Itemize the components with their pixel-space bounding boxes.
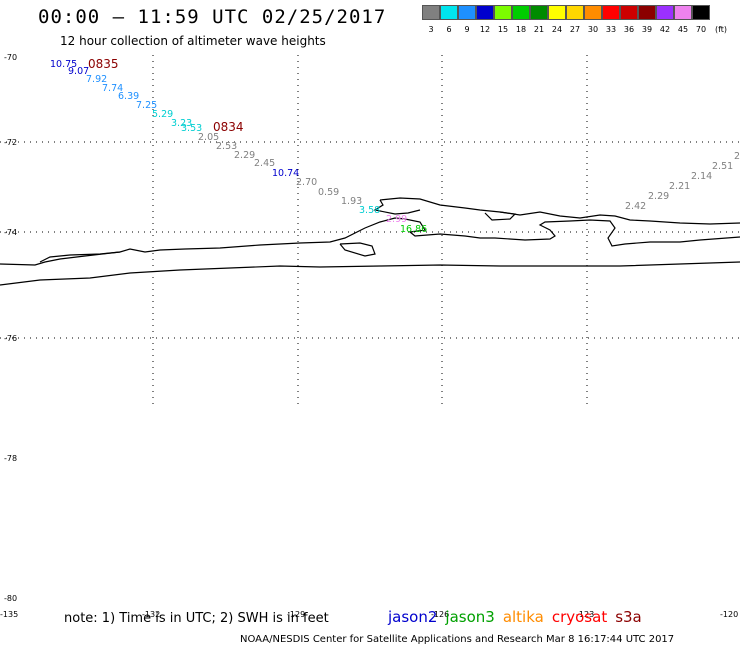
wave-height-label: 2.29 <box>648 191 669 202</box>
color-scale-label: 45 <box>677 25 689 34</box>
wave-height-label: 2 <box>734 151 740 162</box>
coastline-west <box>39 251 121 263</box>
wave-height-label: 10.75 <box>50 59 77 70</box>
color-scale-label: 42 <box>659 25 671 34</box>
lat-label: -80 <box>4 594 17 603</box>
color-scale-swatch <box>548 5 566 20</box>
lon-label: -135 <box>0 610 18 619</box>
color-scale-swatch <box>620 5 638 20</box>
lon-label: -129 <box>287 610 305 619</box>
antarctic-coastline <box>0 197 740 286</box>
wave-height-label: 7.92 <box>86 74 107 85</box>
wave-height-label: 2.14 <box>691 171 712 182</box>
color-scale-label: 6 <box>446 25 452 34</box>
color-scale-swatch <box>638 5 656 20</box>
graticule <box>0 55 740 405</box>
wave-height-label: 9.07 <box>68 66 89 77</box>
color-scale-label: 15 <box>497 25 509 34</box>
wave-height-label: 6.39 <box>118 91 139 102</box>
lon-label: -126 <box>431 610 449 619</box>
credit-line: NOAA/NESDIS Center for Satellite Applica… <box>240 634 675 645</box>
pass-time-label: 0834 <box>213 120 244 134</box>
longitude-labels: -135 -132 -129 -126 -123 -120 <box>0 610 738 619</box>
lon-label: -132 <box>142 610 160 619</box>
latitude-labels: -70 -72 -74 -76 -78 -80 <box>4 53 17 603</box>
wave-height-label: 2.53 <box>216 141 237 152</box>
color-scale-swatch <box>584 5 602 20</box>
coastline-ice <box>484 211 517 221</box>
color-scale-label: 30 <box>587 25 599 34</box>
color-scale-swatch <box>422 5 440 20</box>
map-title: 00:00 — 11:59 UTC 02/25/2017 <box>38 6 387 28</box>
color-scale-unit: (ft) <box>715 25 728 34</box>
color-scale-swatch <box>656 5 674 20</box>
coastline-north <box>379 197 740 225</box>
wave-height-label: 10.74 <box>272 168 299 179</box>
color-scale-label: 36 <box>623 25 635 34</box>
color-scale-label: 9 <box>464 25 470 34</box>
color-scale-label: 21 <box>533 25 545 34</box>
color-scale-swatch <box>602 5 620 20</box>
map-subtitle: 12 hour collection of altimeter wave hei… <box>60 34 326 48</box>
wave-height-observations: 10.759.077.927.746.397.255.293.233.532.0… <box>50 59 740 235</box>
lat-label: -72 <box>4 138 17 147</box>
legend-entry: jason3 <box>445 608 495 626</box>
wave-height-label: 3.58 <box>359 205 380 216</box>
pass-times: 0835 0834 <box>88 57 244 134</box>
color-scale-label: 12 <box>479 25 491 34</box>
lat-label: -78 <box>4 454 17 463</box>
wave-height-label: 7.74 <box>102 83 123 94</box>
lat-label: -70 <box>4 53 17 62</box>
wave-height-label: 2.70 <box>296 177 317 188</box>
color-scale-label: 70 <box>695 25 707 34</box>
color-scale-label: 18 <box>515 25 527 34</box>
color-scale-label: 3 <box>428 25 434 34</box>
lat-label: -76 <box>4 334 17 343</box>
pass-time-label: 0835 <box>88 57 119 71</box>
color-scale-swatch <box>512 5 530 20</box>
legend-entry: altika <box>502 608 544 626</box>
color-scale-swatch <box>692 5 710 20</box>
wave-height-label: 5.29 <box>152 109 173 120</box>
coastline-inner <box>0 217 740 266</box>
wave-height-label: 2.45 <box>254 158 275 169</box>
wave-height-label: 7.25 <box>136 100 157 111</box>
wave-height-label: 2.05 <box>198 132 219 143</box>
color-scale-swatch <box>530 5 548 20</box>
legend-entry: cryosat <box>551 608 608 626</box>
wave-height-label: 1.93 <box>341 196 362 207</box>
color-scale-label: 39 <box>641 25 653 34</box>
color-scale-swatch <box>674 5 692 20</box>
wave-height-label: 2.29 <box>234 150 255 161</box>
color-scale-label: 24 <box>551 25 563 34</box>
color-scale-label: 27 <box>569 25 581 34</box>
color-scale-swatch <box>476 5 494 20</box>
wave-height-label: 2.99 <box>386 214 407 225</box>
wave-height-label: 2.42 <box>625 201 646 212</box>
lon-label: -123 <box>576 610 594 619</box>
color-scale-swatch <box>566 5 584 20</box>
lat-label: -74 <box>4 228 17 237</box>
units-note: note: 1) Time is in UTC; 2) SWH is in fe… <box>64 611 329 626</box>
satellite-legend: jason2 jason3 altika cryosat s3a <box>388 608 650 626</box>
coastline-outer <box>0 261 740 286</box>
color-scale-swatch <box>458 5 476 20</box>
wave-height-label: 0.59 <box>318 187 339 198</box>
wave-height-label: 3.53 <box>181 123 202 134</box>
lon-label: -120 <box>720 610 738 619</box>
wave-height-label: 2.21 <box>669 181 690 192</box>
wave-height-label: 16.86 <box>400 224 427 235</box>
wave-height-label: 2.51 <box>712 161 733 172</box>
wave-height-label: 3.23 <box>171 118 192 129</box>
color-scale-label: 33 <box>605 25 617 34</box>
coastline-shelf <box>339 242 376 257</box>
legend-entry: s3a <box>615 608 642 626</box>
color-scale-swatch <box>494 5 512 20</box>
legend-entry: jason2 <box>388 608 438 626</box>
color-scale-swatch <box>440 5 458 20</box>
coastline-bay <box>373 199 421 215</box>
